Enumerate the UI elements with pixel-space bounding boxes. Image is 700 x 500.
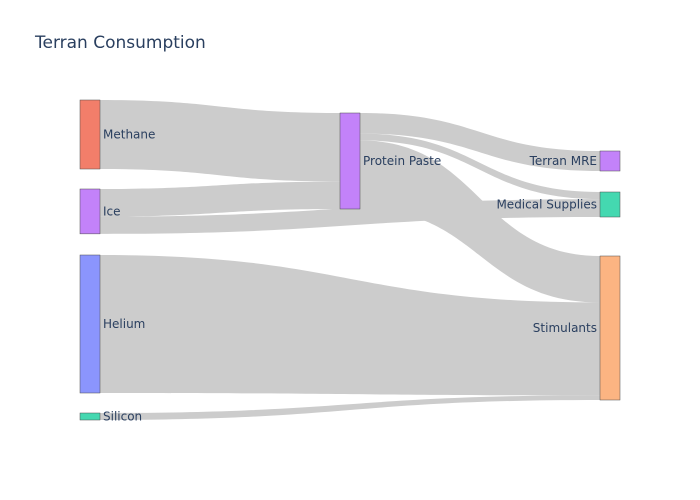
nodes-layer — [79, 99, 621, 421]
chart-title: Terran Consumption — [35, 33, 206, 53]
node-label-silicon: Silicon — [103, 410, 142, 424]
link-helium-to-stimulants[interactable] — [100, 255, 600, 396]
node-medical-supplies[interactable] — [599, 191, 621, 218]
node-label-stimulants: Stimulants — [533, 321, 597, 335]
node-protein-paste[interactable] — [339, 112, 361, 210]
node-stimulants[interactable] — [599, 255, 621, 401]
node-ice[interactable] — [79, 188, 101, 235]
link-protein_paste-to-medical_supplies[interactable] — [360, 133, 600, 200]
node-label-protein-paste: Protein Paste — [363, 154, 441, 168]
node-label-medical-supplies: Medical Supplies — [496, 198, 597, 212]
links-layer — [100, 100, 600, 420]
link-ice-to-protein_paste[interactable] — [100, 181, 340, 217]
node-label-helium: Helium — [103, 317, 145, 331]
link-protein_paste-to-stimulants[interactable] — [360, 140, 600, 303]
node-label-ice: Ice — [103, 204, 121, 218]
node-label-methane: Methane — [103, 128, 155, 142]
link-methane-to-protein_paste[interactable] — [100, 100, 340, 182]
node-methane[interactable] — [79, 99, 101, 170]
node-label-terran-mre: Terran MRE — [529, 154, 597, 168]
node-silicon[interactable] — [79, 412, 101, 421]
node-helium[interactable] — [79, 254, 101, 394]
labels-layer: Methane Ice Helium Silicon Protein Paste Terr… — [103, 128, 597, 424]
link-silicon-to-stimulants[interactable] — [100, 395, 600, 420]
node-terran-mre[interactable] — [599, 150, 621, 172]
link-protein_paste-to-terran_mre[interactable] — [360, 113, 600, 171]
